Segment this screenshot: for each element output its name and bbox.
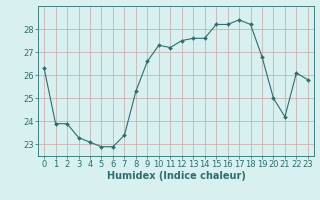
X-axis label: Humidex (Indice chaleur): Humidex (Indice chaleur) xyxy=(107,171,245,181)
